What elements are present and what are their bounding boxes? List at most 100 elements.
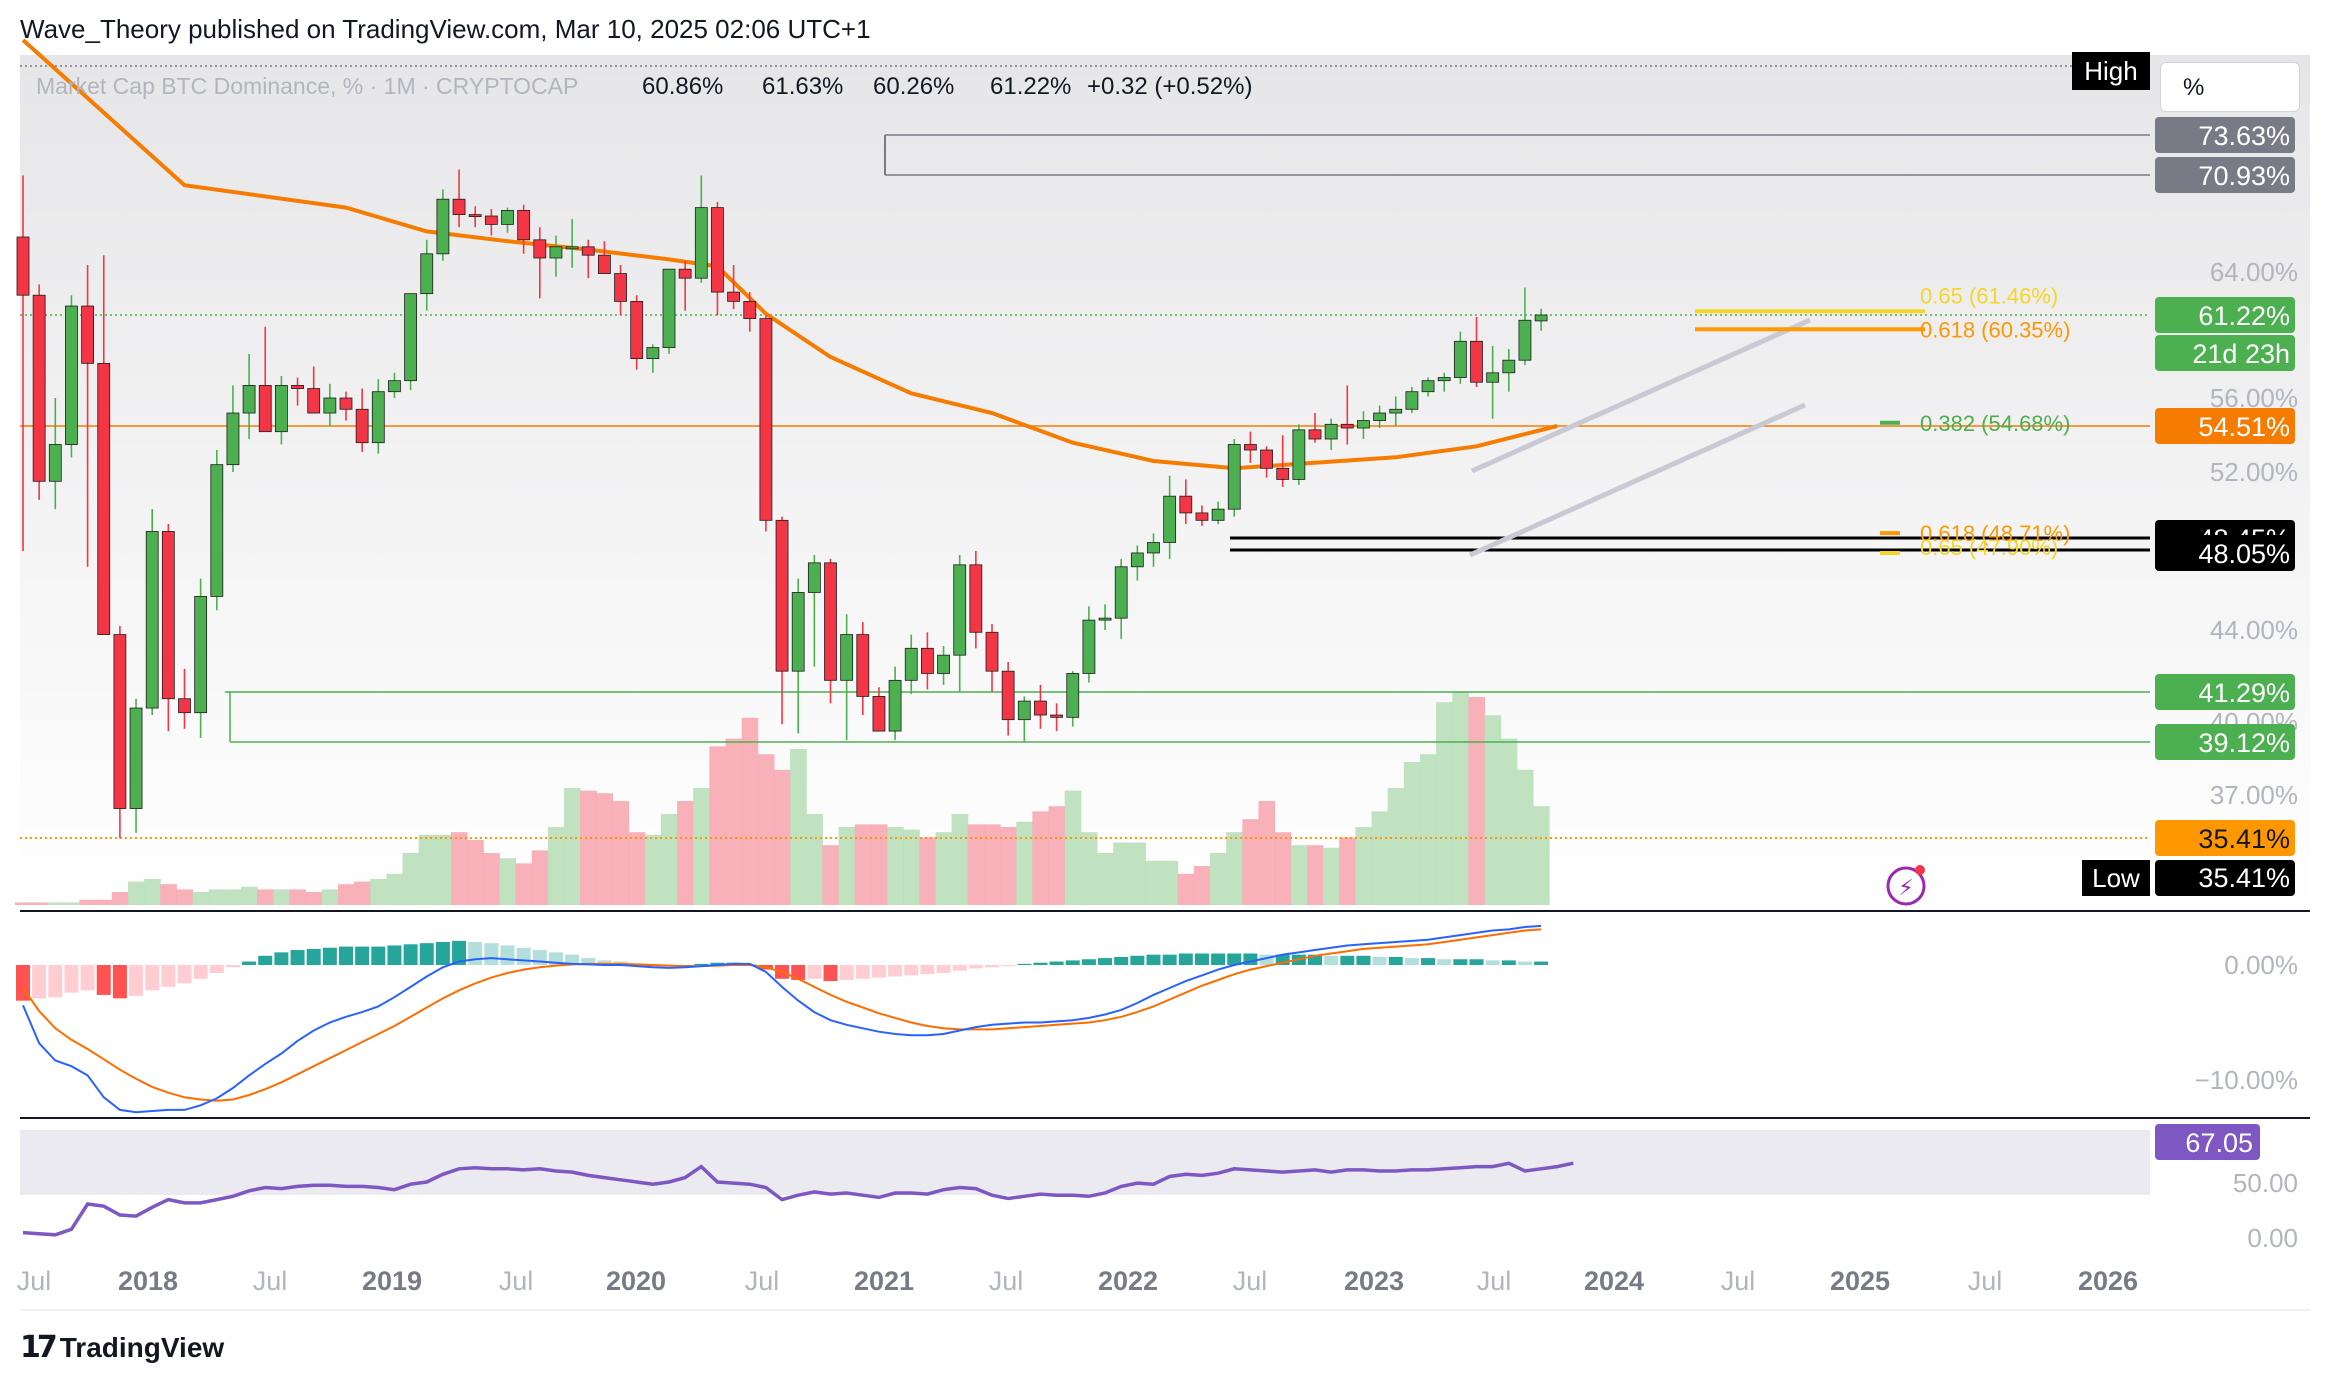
candle-body [339, 397, 353, 410]
volume-bar [354, 881, 371, 905]
macd-histogram-bar [694, 963, 709, 965]
x-axis-label: 2018 [118, 1266, 178, 1296]
volume-bar [887, 827, 904, 905]
volume-bar [1533, 806, 1550, 905]
candle-body [1260, 449, 1273, 469]
legend-symbol: Market Cap BTC Dominance, % · 1M · CRYPT… [36, 73, 578, 99]
channel-line [1468, 402, 1807, 558]
macd-histogram-bar [1114, 956, 1129, 965]
macd-histogram-bar [791, 965, 806, 980]
macd-histogram-bar [1049, 961, 1064, 965]
macd-histogram-bar [710, 962, 725, 965]
candle-body [856, 634, 870, 697]
volume-bar [160, 884, 177, 905]
candle-body [694, 207, 708, 279]
macd-histogram-bar [1211, 953, 1226, 965]
candle-body [258, 384, 272, 433]
candle-body [727, 291, 740, 302]
price-tag-73: 73.63% [2198, 121, 2290, 151]
macd-histogram-bar [1130, 955, 1145, 965]
macd-histogram-bar [1194, 953, 1209, 965]
volume-bar [208, 889, 226, 905]
x-axis-label: Jul [745, 1266, 780, 1296]
price-tag-current-bg [2155, 297, 2295, 333]
volume-bar [757, 754, 775, 905]
rsi-band [20, 1130, 2150, 1195]
volume-bar [854, 824, 872, 905]
macd-histogram-bar [435, 942, 450, 965]
candle-body [1227, 444, 1241, 510]
scale-mode-button[interactable]: % [2160, 62, 2300, 112]
volume-bar [224, 889, 242, 905]
x-axis-label: 2019 [362, 1266, 422, 1296]
x-axis-label: Jul [1968, 1266, 2003, 1296]
volume-bar [580, 790, 597, 905]
volume-bar [1242, 819, 1259, 905]
macd-histogram-bar [1324, 955, 1339, 965]
macd-histogram-bar [565, 954, 580, 965]
candle-body [194, 596, 208, 714]
macd-histogram-bar [936, 965, 951, 974]
candle-body [113, 634, 127, 809]
x-axis-label: Jul [1477, 1266, 1512, 1296]
volume-bar [111, 892, 129, 905]
candle-body [872, 696, 886, 732]
volume-bar [1419, 754, 1437, 905]
candle-body [953, 564, 967, 656]
candle-body [614, 273, 627, 302]
volume-bar [337, 884, 355, 905]
candle-body [452, 198, 466, 216]
price-tag-39: 39.12% [2198, 728, 2290, 758]
macd-histogram-bar [516, 947, 531, 965]
macd-histogram-bar [839, 965, 854, 980]
macd-histogram-bar [48, 965, 63, 998]
volume-bar [644, 834, 662, 905]
tradingview-logo[interactable]: 𝟭𝟳 TradingView [20, 1330, 224, 1365]
candle-body [1453, 340, 1467, 378]
notification-dot [1915, 865, 1925, 875]
macd-histogram-bar [581, 958, 596, 965]
macd-axis-tick: −10.00% [2195, 1065, 2298, 1095]
volume-bar [531, 850, 549, 905]
candle-body [436, 198, 450, 255]
price-tag-35-bg [2155, 820, 2295, 856]
volume-bar [1145, 860, 1163, 905]
candle-body [1130, 552, 1144, 568]
macd-histogram-bar [371, 946, 386, 965]
x-axis-label: Jul [1233, 1266, 1268, 1296]
candle-body [1276, 467, 1290, 480]
volume-bar [547, 827, 565, 905]
macd-histogram-bar [1162, 954, 1177, 965]
volume-bar [386, 873, 404, 905]
candle-body [1405, 391, 1419, 410]
candle-body [48, 444, 62, 482]
candle-body [226, 412, 240, 466]
volume-bar [95, 899, 113, 905]
volume-bar [773, 769, 791, 905]
candle-body [484, 215, 498, 225]
volume-bar [1193, 866, 1211, 905]
price-tag-ma-bg [2155, 408, 2295, 444]
macd-histogram-bar [985, 965, 999, 968]
candle-body [646, 347, 660, 360]
candle-body [1082, 619, 1096, 674]
volume-bar [903, 829, 920, 905]
volume-bar [63, 902, 81, 905]
candle-body [888, 679, 902, 732]
candle-body [1518, 319, 1532, 361]
volume-bar [1387, 788, 1405, 905]
volume-bar [127, 881, 145, 905]
volume-bar [1484, 715, 1502, 905]
macd-histogram-bar [209, 965, 224, 974]
rsi-value-tag-bg [2155, 1124, 2260, 1160]
high-marker-bg [2072, 52, 2150, 90]
candle-body [65, 305, 78, 445]
volume-bar [1210, 853, 1227, 905]
macd-histogram-bar [855, 965, 870, 979]
macd-histogram-bar [952, 965, 967, 971]
macd-histogram-bar [193, 965, 208, 979]
x-axis-label: Jul [989, 1266, 1024, 1296]
publisher-line: Wave_Theory published on TradingView.com… [20, 14, 871, 44]
candle-body [937, 654, 950, 674]
